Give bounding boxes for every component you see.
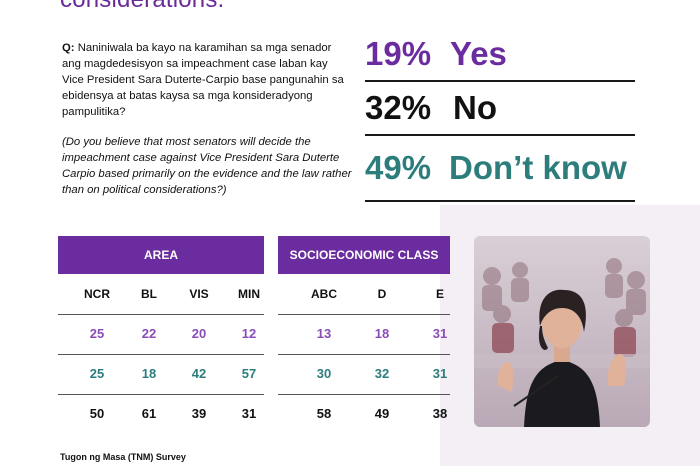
- divider: [365, 200, 635, 202]
- table-divider: [278, 314, 450, 315]
- table-cell-yes-d: 18: [374, 326, 390, 341]
- column-header-vis: VIS: [189, 287, 209, 301]
- column-header-e: E: [435, 287, 444, 301]
- table-cell-no-bl: 18: [141, 366, 157, 381]
- result-yes-label: Yes: [450, 35, 507, 72]
- table-divider: [58, 394, 264, 395]
- table-cell-no-d: 32: [374, 366, 390, 381]
- question-text: Naniniwala ba kayo na karamihan sa mga s…: [62, 42, 344, 118]
- table-cell-dk-d: 49: [374, 406, 390, 421]
- table-cell-no-min: 57: [241, 366, 257, 381]
- result-dont-know: 49% Don’t know: [365, 138, 635, 204]
- result-yes-percent: 19%: [365, 35, 432, 72]
- table-cell-dk-ncr: 50: [89, 406, 105, 421]
- column-header-ncr: NCR: [84, 287, 110, 301]
- table-divider: [278, 354, 450, 355]
- table-cell-no-abc: 30: [316, 366, 332, 381]
- table-cell-yes-vis: 20: [191, 326, 207, 341]
- breakdown-table: AREA SOCIOECONOMIC CLASS NCR BL VIS MIN ABC D…: [58, 236, 454, 426]
- table-cell-yes-e: 31: [432, 326, 448, 341]
- column-header-d: D: [377, 287, 387, 301]
- table-cell-no-ncr: 25: [89, 366, 105, 381]
- result-yes: 19% Yes: [365, 30, 635, 84]
- table-cell-dk-min: 31: [241, 406, 257, 421]
- results-summary: 19% Yes 32% No 49% Don’t know: [365, 30, 635, 204]
- speaker-photo: [474, 236, 650, 427]
- table-cell-yes-min: 12: [241, 326, 257, 341]
- headline-fragment: considerations.: [60, 0, 224, 14]
- result-dont-know-label: Don’t know: [449, 149, 627, 186]
- result-dont-know-percent: 49%: [365, 149, 432, 186]
- divider: [365, 134, 635, 136]
- question-label: Q:: [62, 42, 75, 54]
- table-cell-yes-bl: 22: [141, 326, 157, 341]
- column-header-bl: BL: [141, 287, 157, 301]
- table-cell-dk-vis: 39: [191, 406, 207, 421]
- result-no-percent: 32%: [365, 89, 432, 126]
- table-cell-yes-abc: 13: [316, 326, 332, 341]
- column-header-min: MIN: [238, 287, 260, 301]
- table-group-area: AREA: [58, 236, 264, 274]
- survey-source: Tugon ng Masa (TNM) Survey: [60, 452, 186, 462]
- table-cell-dk-e: 38: [432, 406, 448, 421]
- table-group-socioeconomic: SOCIOECONOMIC CLASS: [278, 236, 450, 274]
- table-cell-dk-bl: 61: [141, 406, 157, 421]
- table-divider: [278, 394, 450, 395]
- table-divider: [58, 314, 264, 315]
- table-cell-yes-ncr: 25: [89, 326, 105, 341]
- question-translation: (Do you believe that most senators will …: [62, 136, 352, 196]
- column-header-abc: ABC: [311, 287, 337, 301]
- divider: [365, 80, 635, 82]
- table-cell-no-e: 31: [432, 366, 448, 381]
- result-no: 32% No: [365, 84, 635, 138]
- result-no-label: No: [453, 89, 497, 126]
- table-divider: [58, 354, 264, 355]
- table-cell-dk-abc: 58: [316, 406, 332, 421]
- table-cell-no-vis: 42: [191, 366, 207, 381]
- survey-question: Q: Naniniwala ba kayo na karamihan sa mg…: [62, 40, 352, 120]
